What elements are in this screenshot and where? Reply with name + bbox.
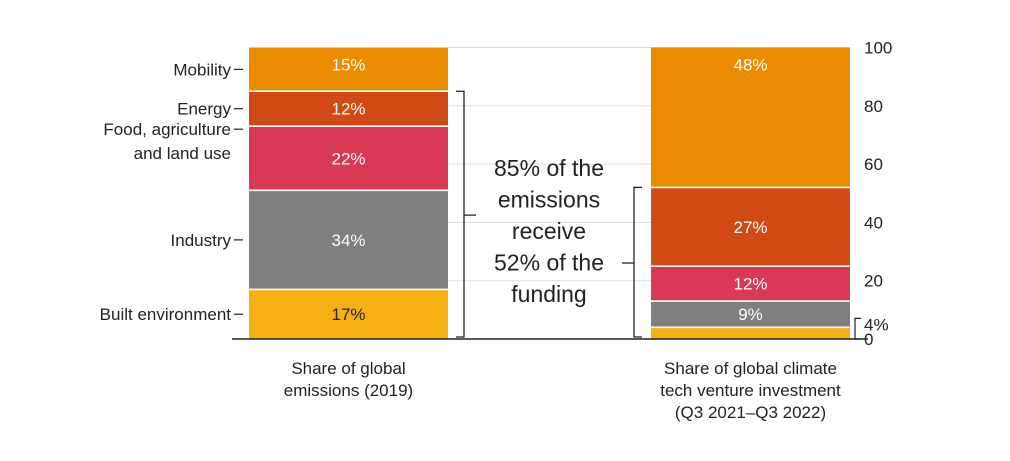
y-axis-ticks: 0 20 40 60 80 100 [864, 39, 892, 350]
small-segment-bracket [854, 317, 861, 340]
bars [249, 47, 850, 339]
annotation-line: 52% of the [494, 250, 604, 276]
annotation-text: 85% of the emissions receive 52% of the fund… [494, 155, 604, 307]
annotation-line: receive [512, 218, 586, 244]
y-tick-label: 100 [864, 39, 892, 58]
segment-label: 15% [331, 56, 365, 75]
bar-segment-built-environment-0 [249, 289, 448, 339]
y-tick-label: 80 [864, 97, 883, 116]
bar-segment-industry-1 [651, 301, 850, 328]
category-labels: Built environment Industry Food, agricultu… [100, 60, 243, 324]
segment-label: 17% [331, 305, 365, 324]
segment-label: 34% [331, 231, 365, 250]
y-tick-label: 20 [864, 272, 883, 291]
bar-captions: Share of global emissions (2019) Share of … [284, 359, 841, 422]
annotation-line: emissions [498, 187, 600, 213]
category-label: Industry [171, 231, 232, 250]
bar-segment-food-agriculture-and-land-use-0 [249, 126, 448, 191]
segment-label: 27% [733, 218, 767, 237]
segment-label: 12% [331, 100, 365, 119]
segment-label: 22% [331, 149, 365, 168]
segment-labels: 17% 34% 22% 12% 15% 4% 9% 12% 27% 48% [331, 56, 889, 340]
category-label: Mobility [173, 60, 231, 79]
category-label: and land use [134, 144, 231, 163]
annotation-line: 85% of the [494, 155, 604, 181]
segment-label-outside: 4% [864, 315, 889, 334]
brackets [456, 90, 642, 338]
bar-caption: (Q3 2021–Q3 2022) [675, 403, 826, 422]
bar-caption: tech venture investment [660, 381, 841, 400]
bar-caption: Share of global [291, 359, 405, 378]
bar-caption: Share of global climate [664, 359, 837, 378]
category-label: Food, agriculture [103, 120, 231, 139]
bar-segment-industry-0 [249, 190, 448, 290]
bar-segment-energy-0 [249, 91, 448, 127]
bar-segment-food-agriculture-and-land-use-1 [651, 266, 850, 302]
category-label: Built environment [100, 305, 232, 324]
y-tick-label: 0 [864, 330, 873, 349]
segment-label: 12% [733, 275, 767, 294]
bar-segment-energy-1 [651, 187, 850, 267]
right-bracket [633, 186, 642, 338]
annotation-line: funding [511, 281, 586, 307]
segment-label: 48% [733, 56, 767, 75]
segment-label: 9% [738, 305, 763, 324]
y-tick-label: 40 [864, 213, 883, 232]
bar-segment-mobility-0 [249, 47, 448, 92]
bar-segment-mobility-1 [651, 47, 850, 188]
bar-caption: emissions (2019) [284, 381, 413, 400]
bar-segment-built-environment-1 [651, 327, 850, 339]
y-tick-label: 60 [864, 155, 883, 174]
left-bracket [456, 90, 465, 338]
category-label: Energy [177, 100, 231, 119]
